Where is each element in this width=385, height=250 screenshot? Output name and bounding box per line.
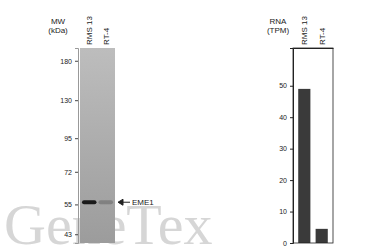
tick: 72: [64, 169, 78, 176]
tick-mark: [290, 180, 293, 181]
tick: RT-4: [317, 27, 326, 45]
tick-label: 10: [279, 208, 287, 215]
tick: 30: [279, 145, 293, 152]
y-axis: 180 130 95 72 55 43: [60, 49, 78, 244]
axis-line: [75, 49, 79, 244]
band: [98, 200, 113, 204]
axis-line: [294, 48, 334, 49]
tick-label: 130: [60, 97, 72, 104]
tick-label: 180: [60, 58, 72, 65]
y-axis: 0 10 20 30 40 50: [279, 49, 293, 247]
tick: 10: [279, 208, 293, 215]
tick: 0: [283, 240, 293, 247]
tick-label: 43: [64, 231, 72, 238]
tick-mark: [290, 117, 293, 118]
arrow: [118, 199, 130, 205]
tick: 180: [60, 58, 78, 65]
bar-chart: 0 10 20 30 40 50 RMS 13 RT-4 RNA(TPM): [267, 16, 334, 247]
western_blot-chart: EME1 180 130 95 72 55 43 RMS 13 RT-4 MW(kDa): [48, 16, 154, 244]
tick: 43: [64, 231, 78, 238]
tick-label: 50: [279, 82, 287, 89]
tick-label: RMS 13: [300, 16, 309, 45]
tick-label: 40: [279, 114, 287, 121]
tick: 130: [60, 97, 78, 104]
tick: 55: [64, 201, 78, 208]
tick-label: 55: [64, 201, 72, 208]
blot-membrane: [80, 48, 115, 243]
tick-label: 72: [64, 169, 72, 176]
tick-mark: [290, 212, 293, 213]
tick-label: 0: [283, 240, 287, 247]
x-axis: RMS 13 RT-4: [294, 16, 334, 49]
tick: RMS 13: [300, 16, 309, 45]
band: [82, 200, 97, 204]
lane-label: RMS 13: [85, 16, 94, 45]
bar: [298, 89, 310, 243]
bars: [298, 89, 328, 243]
tick-mark: [75, 204, 78, 205]
tick: 40: [279, 114, 293, 121]
axis-title: RNA(TPM): [267, 17, 290, 35]
tick: 50: [279, 82, 293, 89]
tick: 20: [279, 177, 293, 184]
axis-title: MW(kDa): [48, 17, 68, 35]
tick-mark: [75, 61, 78, 62]
band-label: EME1: [132, 198, 154, 207]
plot-frame: [293, 48, 333, 243]
tick-mark: [75, 172, 78, 173]
tick-label: 20: [279, 177, 287, 184]
tick-mark: [290, 243, 293, 244]
tick-mark: [75, 138, 78, 139]
tick-mark: [290, 86, 293, 87]
axis-line: [290, 49, 294, 244]
lane-label: RT-4: [102, 27, 111, 45]
tick-label: RT-4: [317, 27, 326, 45]
tick-mark: [290, 149, 293, 150]
tick: 95: [64, 135, 78, 142]
bands: [82, 200, 113, 204]
tick-label: 30: [279, 145, 287, 152]
tick-mark: [75, 234, 78, 235]
figure: GeneTexEME118013095725543RMS 13RT-4MW(kD…: [0, 0, 385, 250]
tick-label: 95: [64, 135, 72, 142]
tick-mark: [75, 100, 78, 101]
bar: [316, 229, 328, 243]
